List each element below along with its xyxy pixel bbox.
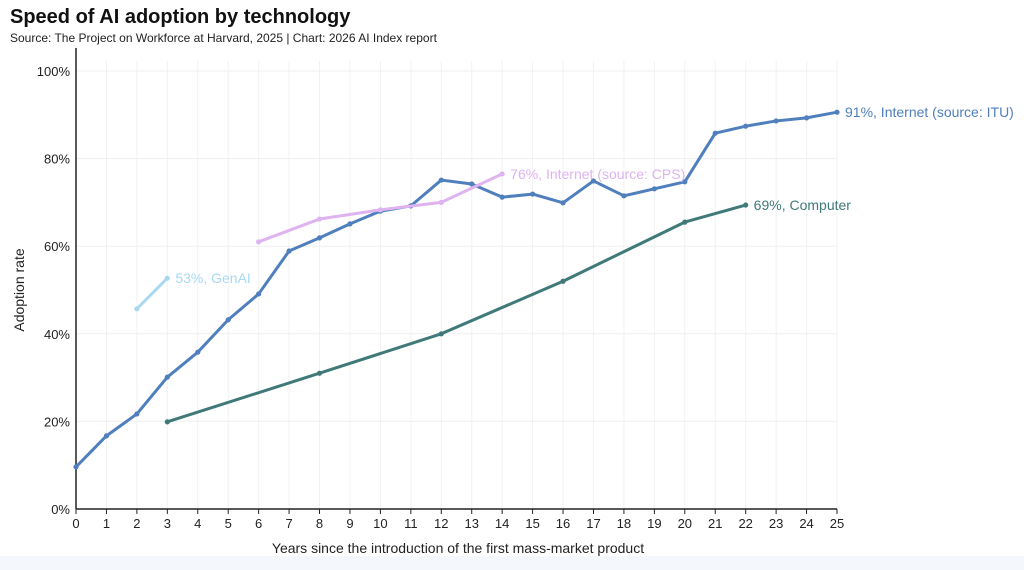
x-tick-label: 7 [285,516,292,531]
x-tick-label: 5 [225,516,232,531]
data-point [743,123,749,129]
data-point [164,419,170,425]
data-point [195,349,201,355]
data-point [560,200,566,206]
data-point [73,464,79,470]
data-point [438,199,444,205]
data-point [164,275,170,281]
x-tick-label: 2 [133,516,140,531]
data-point [773,118,779,124]
y-tick-label: 40% [44,327,70,342]
y-tick-label: 20% [44,414,70,429]
data-point [682,219,688,225]
x-tick-label: 21 [708,516,722,531]
data-point [530,191,536,197]
series-end-label: 91%, Internet (source: ITU) [845,104,1014,120]
bottom-strip [0,556,1024,570]
x-tick-label: 22 [738,516,752,531]
y-tick-label: 60% [44,239,70,254]
x-tick-label: 13 [464,516,478,531]
series-line-3 [166,203,747,424]
x-tick-label: 23 [769,516,783,531]
data-point [499,171,505,177]
data-point [803,115,810,121]
data-point [256,291,262,297]
series-line-2 [135,277,169,310]
series-end-label: 53%, GenAI [175,270,251,286]
data-point [682,179,688,185]
data-point [834,109,840,115]
data-point [651,186,657,192]
x-tick-label: 16 [556,516,570,531]
y-axis-label: Adoption rate [11,248,27,331]
x-tick-label: 11 [404,516,418,531]
data-point [256,239,262,245]
x-tick-label: 4 [194,516,201,531]
x-tick-label: 20 [678,516,692,531]
data-point [621,193,627,199]
data-point [438,331,444,337]
data-point [316,370,323,376]
x-axis-label: Years since the introduction of the firs… [272,540,644,556]
data-point [134,411,140,417]
x-tick-label: 9 [346,516,353,531]
x-tick-label: 1 [103,516,110,531]
x-tick-label: 0 [72,516,79,531]
x-tick-label: 15 [525,516,539,531]
x-tick-label: 17 [586,516,600,531]
x-tick-label: 24 [799,516,813,531]
x-tick-label: 12 [434,516,448,531]
data-point [134,306,140,312]
chart-title: Speed of AI adoption by technology [10,6,351,28]
data-point [712,130,718,136]
series-line-0 [74,110,838,469]
data-point [347,221,353,227]
data-point [499,194,505,200]
y-tick-label: 80% [44,152,70,167]
x-tick-label: 6 [255,516,262,531]
data-point [286,248,292,254]
x-tick-label: 19 [647,516,661,531]
data-point [164,374,170,380]
data-point [377,207,383,213]
data-point [225,317,231,323]
series-end-label: 76%, Internet (source: CPS) [510,166,685,182]
data-point [469,181,475,187]
chart-subtitle: Source: The Project on Workforce at Harv… [10,31,437,45]
x-tick-label: 8 [316,516,323,531]
data-point [438,177,444,183]
series-end-label: 69%, Computer [754,197,852,213]
y-tick-label: 100% [37,64,71,79]
x-tick-label: 14 [495,516,509,531]
x-tick-label: 3 [164,516,171,531]
data-point [316,235,323,241]
data-point [103,433,110,439]
x-tick-label: 18 [617,516,631,531]
data-point [560,278,566,284]
data-point [590,178,597,184]
data-point [316,216,323,222]
data-point [743,202,749,208]
y-tick-label: 0% [51,502,70,517]
x-tick-label: 25 [830,516,844,531]
x-tick-label: 10 [373,516,387,531]
